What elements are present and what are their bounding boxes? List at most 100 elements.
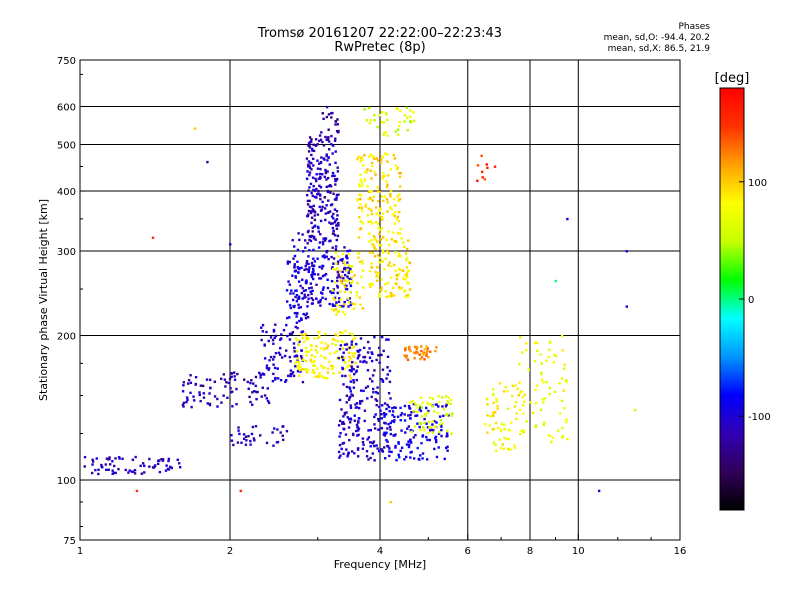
data-point bbox=[320, 131, 323, 134]
data-point bbox=[375, 444, 378, 447]
data-point bbox=[306, 214, 310, 218]
data-point bbox=[333, 351, 336, 355]
data-point bbox=[250, 379, 253, 382]
data-point bbox=[370, 238, 374, 242]
data-point bbox=[368, 282, 371, 286]
data-point bbox=[394, 251, 397, 254]
data-point bbox=[313, 355, 317, 359]
data-point bbox=[198, 391, 201, 394]
data-point bbox=[321, 240, 325, 244]
data-point bbox=[418, 425, 421, 429]
data-point bbox=[360, 275, 363, 279]
data-point bbox=[326, 176, 330, 180]
data-point bbox=[202, 392, 205, 395]
data-point bbox=[347, 364, 350, 367]
data-point bbox=[394, 130, 398, 133]
data-point bbox=[534, 401, 538, 405]
data-point bbox=[192, 395, 195, 398]
data-point bbox=[154, 464, 157, 467]
data-point bbox=[403, 290, 406, 293]
data-point bbox=[394, 164, 398, 167]
data-point bbox=[377, 189, 380, 192]
data-point bbox=[507, 447, 510, 451]
data-point bbox=[335, 227, 339, 230]
data-point bbox=[288, 283, 292, 286]
data-point bbox=[431, 397, 435, 401]
data-point bbox=[366, 340, 370, 344]
data-point bbox=[409, 456, 412, 459]
data-point bbox=[525, 420, 528, 423]
data-point bbox=[370, 177, 373, 180]
data-point bbox=[305, 262, 308, 265]
data-point bbox=[349, 265, 352, 268]
data-point bbox=[306, 242, 309, 245]
data-point bbox=[348, 438, 351, 442]
data-point bbox=[378, 113, 381, 117]
data-point bbox=[359, 197, 362, 201]
data-point bbox=[329, 222, 333, 225]
data-point bbox=[326, 138, 330, 141]
data-point bbox=[294, 295, 297, 299]
data-point bbox=[390, 265, 393, 268]
data-point bbox=[431, 405, 434, 408]
data-point bbox=[139, 464, 142, 468]
data-point bbox=[397, 453, 400, 457]
data-point bbox=[360, 156, 363, 159]
data-point bbox=[341, 367, 344, 371]
data-point bbox=[355, 370, 358, 374]
data-point bbox=[338, 398, 342, 402]
data-point bbox=[328, 352, 332, 355]
data-point bbox=[271, 431, 274, 434]
data-point bbox=[108, 457, 111, 461]
data-point bbox=[331, 111, 334, 115]
data-point bbox=[314, 348, 317, 352]
data-point bbox=[540, 362, 543, 365]
data-point bbox=[364, 170, 367, 173]
data-point bbox=[298, 267, 302, 270]
data-point bbox=[359, 337, 363, 340]
data-point bbox=[355, 429, 358, 433]
data-point bbox=[390, 293, 394, 296]
data-point bbox=[295, 355, 299, 358]
data-point bbox=[317, 230, 320, 233]
data-point bbox=[336, 270, 340, 274]
data-point bbox=[357, 252, 361, 255]
data-point bbox=[403, 419, 407, 422]
data-point bbox=[398, 232, 402, 235]
data-point bbox=[397, 219, 401, 223]
data-point bbox=[112, 471, 116, 475]
data-point bbox=[297, 271, 300, 274]
data-point bbox=[337, 275, 341, 278]
data-point bbox=[386, 281, 390, 285]
data-point bbox=[391, 410, 395, 413]
data-point bbox=[351, 280, 354, 283]
data-point bbox=[397, 267, 401, 271]
data-point bbox=[492, 441, 496, 444]
data-point bbox=[367, 458, 370, 461]
y-tick-label: 400 bbox=[57, 187, 76, 198]
data-point bbox=[312, 204, 315, 208]
data-point bbox=[305, 312, 309, 315]
data-point bbox=[315, 345, 318, 348]
data-point bbox=[281, 438, 285, 442]
data-point bbox=[244, 443, 248, 446]
data-point bbox=[349, 291, 352, 294]
data-point bbox=[300, 330, 303, 334]
data-point bbox=[286, 262, 290, 265]
data-point bbox=[304, 347, 308, 350]
data-point bbox=[318, 241, 322, 244]
data-point bbox=[533, 359, 537, 363]
data-point bbox=[378, 214, 381, 217]
data-point bbox=[310, 275, 314, 279]
data-point bbox=[403, 274, 407, 277]
data-point bbox=[326, 159, 329, 162]
data-point bbox=[301, 250, 305, 253]
data-point bbox=[386, 183, 389, 186]
data-point bbox=[412, 436, 416, 439]
data-point bbox=[375, 157, 378, 160]
data-point bbox=[420, 415, 424, 418]
data-point bbox=[323, 376, 326, 379]
data-point bbox=[298, 362, 301, 366]
data-point bbox=[519, 336, 522, 339]
data-point bbox=[301, 330, 305, 333]
